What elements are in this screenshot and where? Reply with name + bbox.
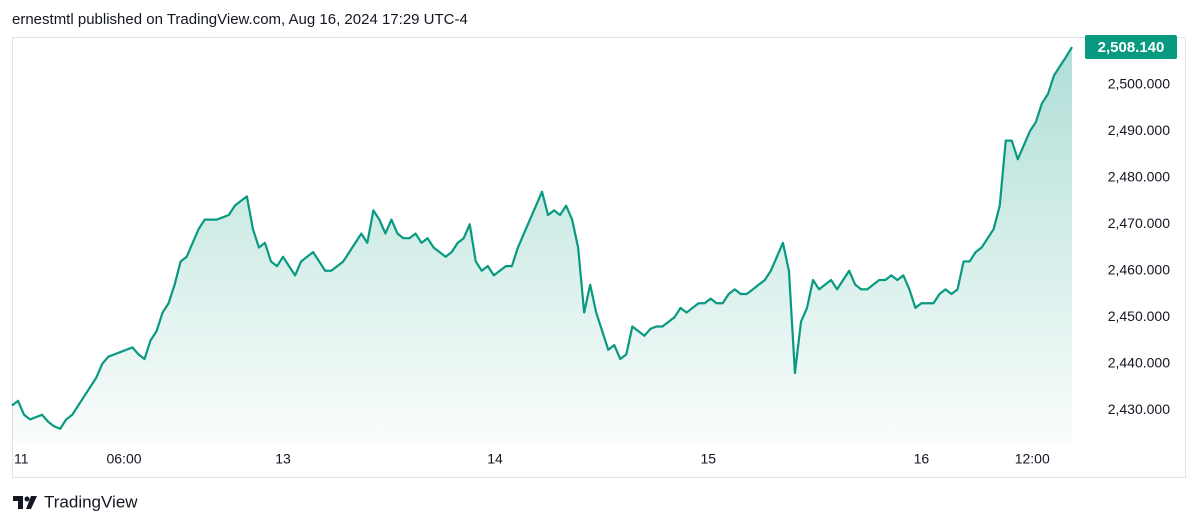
y-tick-label: 2,500.000 <box>1108 76 1170 92</box>
x-tick-label: 11 <box>14 451 29 467</box>
frame <box>12 37 1186 478</box>
x-tick-label: 16 <box>914 451 930 467</box>
footer-brand: TradingView <box>44 492 138 511</box>
y-tick-label: 2,490.000 <box>1108 122 1170 138</box>
y-tick-label: 2,440.000 <box>1108 354 1170 370</box>
logo <box>13 496 37 509</box>
x-tick-label: 12:00 <box>1015 451 1050 467</box>
x-tick-label: 06:00 <box>106 451 141 467</box>
last-price-badge <box>1085 35 1177 60</box>
y-tick-label: 2,480.000 <box>1108 169 1170 185</box>
y-tick-label: 2,460.000 <box>1108 261 1170 277</box>
y-tick-label: 2,470.000 <box>1108 215 1170 231</box>
y-tick-label: 2,430.000 <box>1108 401 1170 417</box>
price-line <box>11 46 1073 430</box>
area-fill <box>12 47 1072 445</box>
y-tick-label: 2,450.000 <box>1108 308 1170 324</box>
x-tick-label: 14 <box>487 451 503 467</box>
header: ernestmtl published on TradingView.com, … <box>12 11 468 28</box>
last-price-label: 2,508.140 <box>1098 39 1165 56</box>
x-tick-label: 15 <box>700 451 716 467</box>
x-tick-label: 13 <box>275 451 291 467</box>
